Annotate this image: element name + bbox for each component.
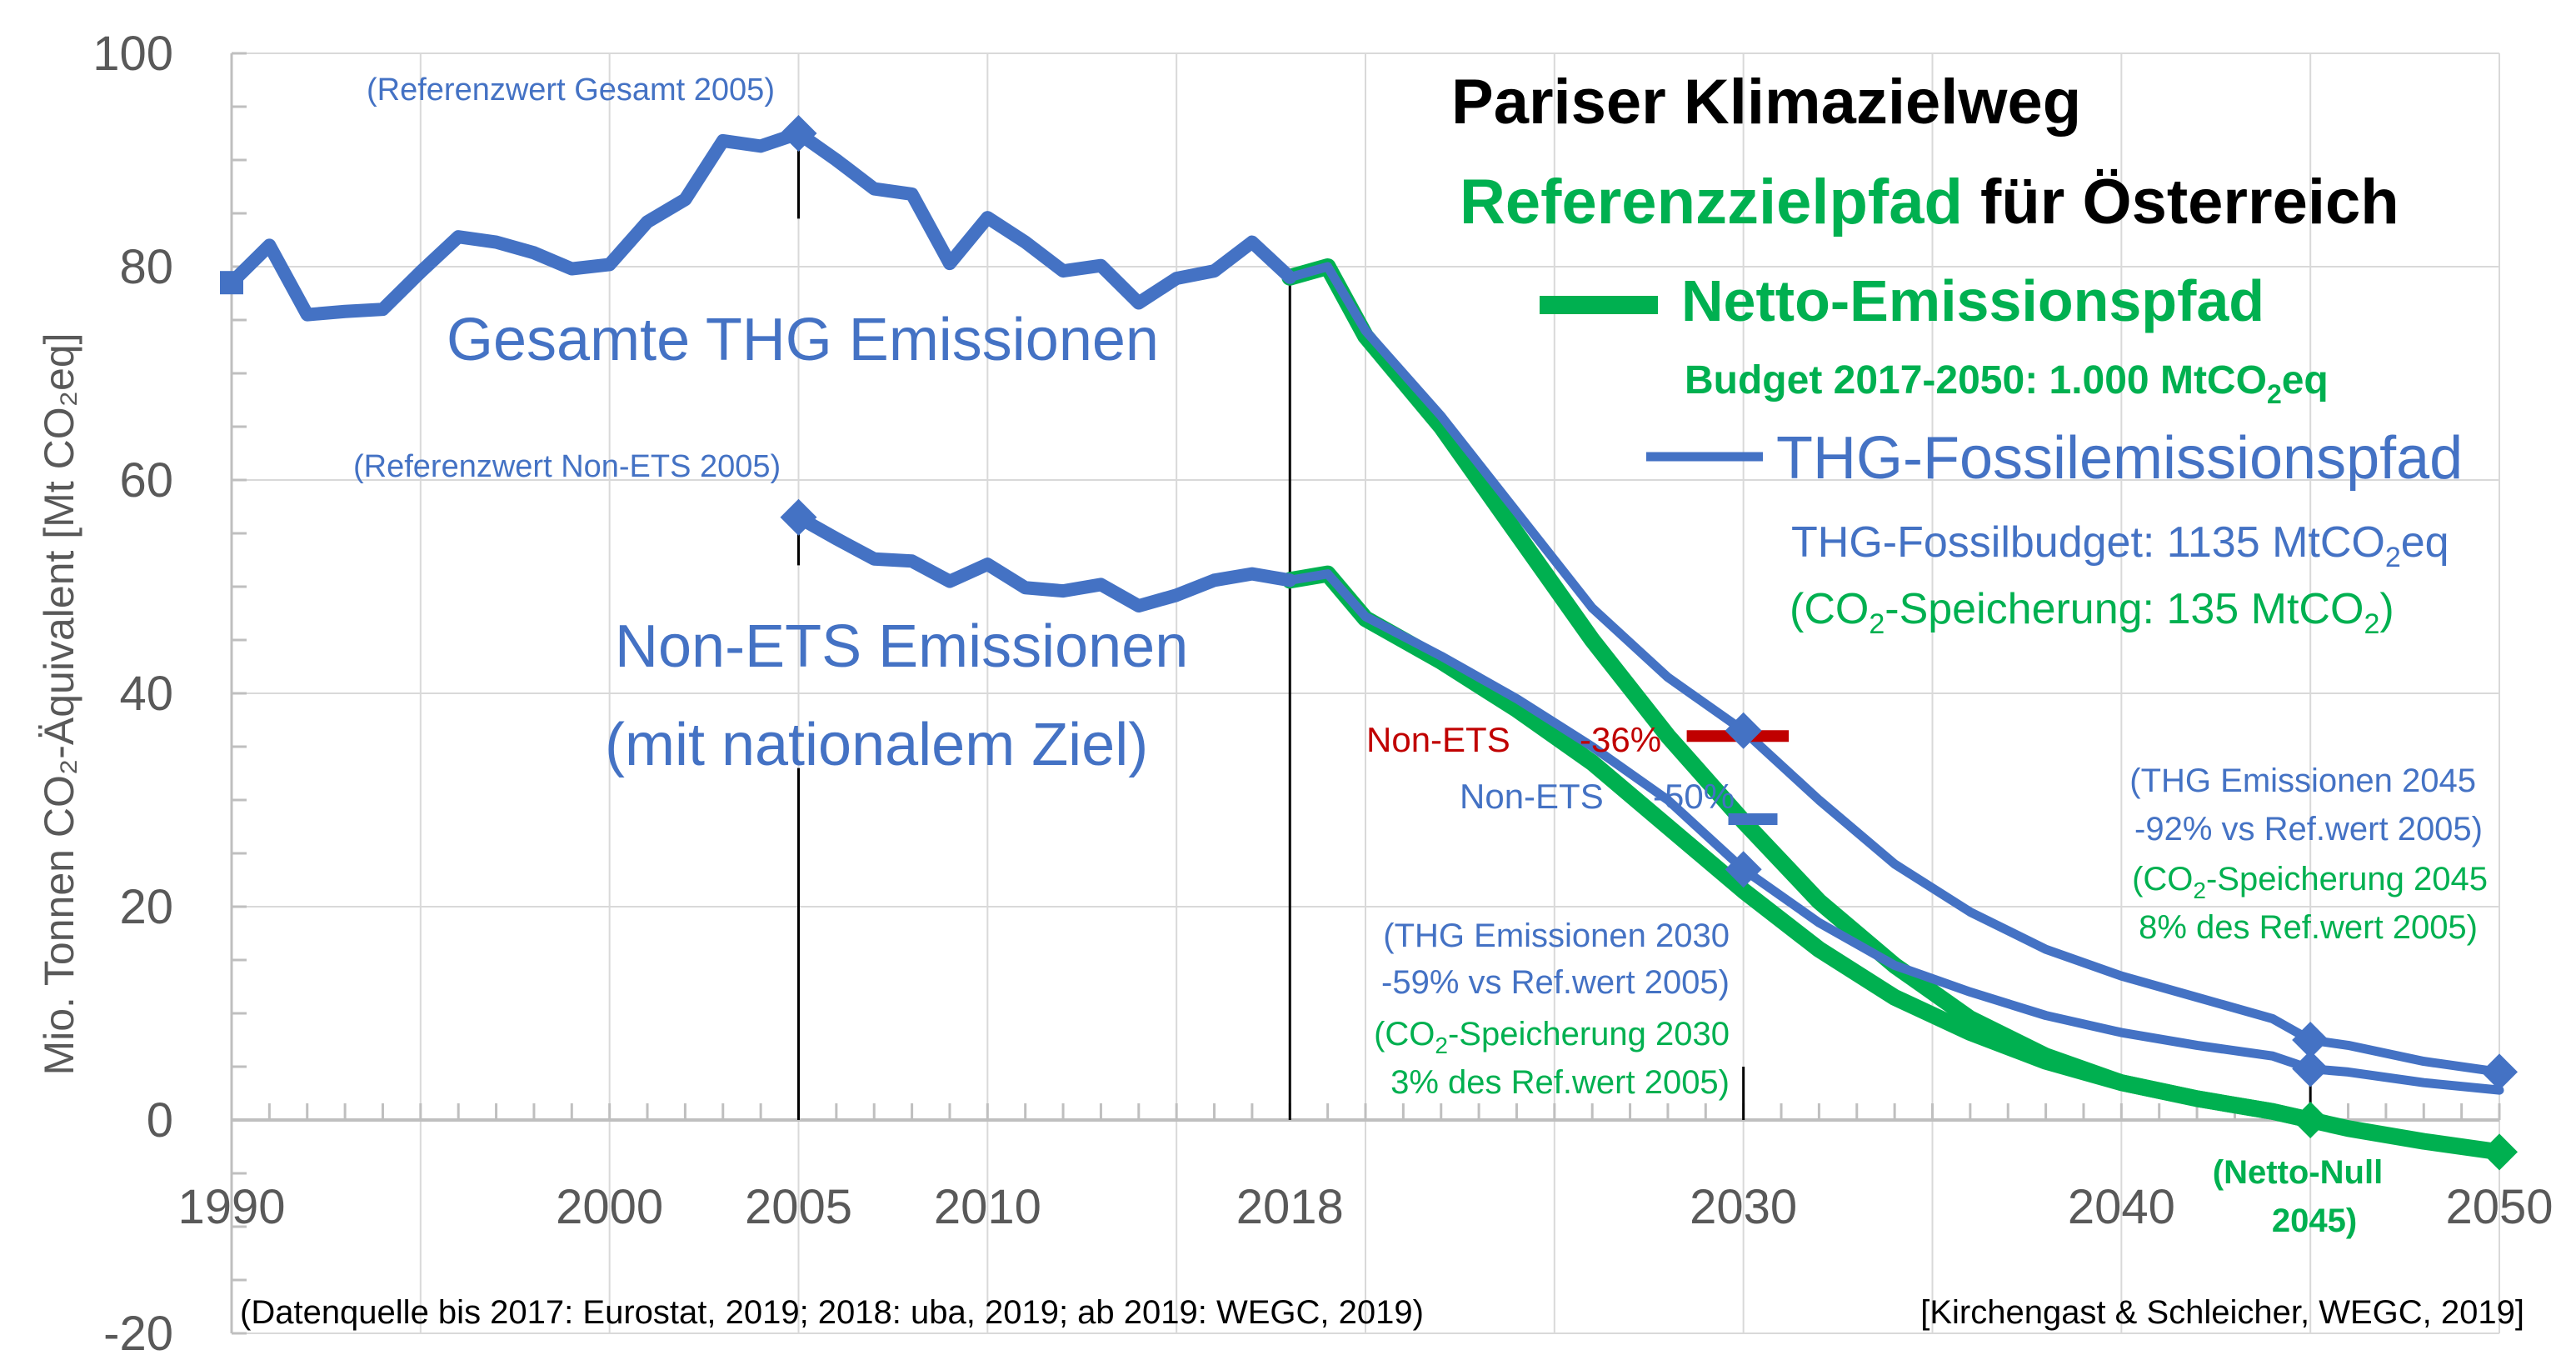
x-tick-label: 2010 bbox=[934, 1180, 1041, 1234]
series-marker bbox=[2481, 1133, 2518, 1171]
budget-text-end: eq bbox=[2282, 358, 2329, 402]
x-tick-label: 2000 bbox=[556, 1180, 663, 1234]
budget-sub: 2 bbox=[2267, 379, 2282, 409]
legend-label-fossil: THG-Fossilemissionspfad bbox=[1776, 425, 2463, 492]
label-ref-gesamt: (Referenzwert Gesamt 2005) bbox=[367, 72, 775, 108]
source-left: (Datenquelle bis 2017: Eurostat, 2019; 2… bbox=[240, 1294, 1424, 1331]
series-marker bbox=[1725, 712, 1762, 749]
grid bbox=[232, 52, 2500, 1334]
subtitle-green: Referenzzielpfad bbox=[1460, 167, 1963, 238]
fossil-budget-label: THG-Fossilbudget: 1135 MtCO2eq bbox=[1791, 518, 2449, 573]
y-tick-label: -20 bbox=[103, 1307, 173, 1361]
chart-subtitle: Referenzzielpfad für Österreich bbox=[1460, 167, 2399, 238]
annotation-2045: (THG Emissionen 2045 -92% vs Ref.wert 20… bbox=[2129, 762, 2488, 946]
subtitle-black: für Österreich bbox=[1963, 167, 2399, 238]
netto-null-line1: (Netto-Null bbox=[2213, 1154, 2383, 1191]
target-red-label: Non-ETS bbox=[1366, 720, 1510, 759]
budget-text: Budget 2017-2050: 1.000 MtCO bbox=[1685, 358, 2267, 402]
y-tick-label: 60 bbox=[119, 453, 173, 508]
ann2045-line3b: -Speicherung 2045 bbox=[2206, 861, 2488, 898]
y-tick-label: 80 bbox=[119, 240, 173, 294]
x-tick-label: 2050 bbox=[2445, 1180, 2553, 1234]
label-nonets-ziel: (mit nationalem Ziel) bbox=[605, 712, 1148, 778]
label-gesamt: Gesamte THG Emissionen bbox=[447, 307, 1159, 373]
ann2030-line3sub: 2 bbox=[1435, 1032, 1448, 1058]
x-tick-label: 1990 bbox=[177, 1180, 285, 1234]
x-tick-label: 2018 bbox=[1236, 1180, 1344, 1234]
series-marker bbox=[2292, 1102, 2329, 1138]
ann2030-line3b: -Speicherung 2030 bbox=[1448, 1016, 1730, 1052]
budget-label: Budget 2017-2050: 1.000 MtCO2eq bbox=[1685, 358, 2329, 409]
series-line bbox=[225, 127, 1297, 322]
target-red-value: -36% bbox=[1580, 720, 1661, 759]
ann2045-line1: (THG Emissionen 2045 bbox=[2129, 762, 2476, 799]
fossil-budget-text: THG-Fossilbudget: 1135 MtCO bbox=[1791, 518, 2385, 567]
storage-text-a: (CO bbox=[1790, 585, 1869, 633]
ann2045-line3: (CO2-Speicherung 2045 bbox=[2132, 861, 2488, 903]
target-blue-value: -50% bbox=[1653, 777, 1735, 816]
ann2045-line3sub: 2 bbox=[2193, 878, 2206, 903]
netto-null-line2: 2045) bbox=[2272, 1202, 2357, 1239]
y-axis-label: Mio. Tonnen CO₂-Äquivalent [Mt CO₂eq] bbox=[36, 332, 82, 1075]
ann2045-line2: -92% vs Ref.wert 2005) bbox=[2134, 811, 2483, 848]
fossil-budget-sub: 2 bbox=[2385, 542, 2401, 573]
series-marker bbox=[2481, 1053, 2518, 1091]
series-markers bbox=[220, 115, 2518, 1171]
y-tick-label: 20 bbox=[119, 880, 173, 934]
series-marker bbox=[2292, 1022, 2329, 1058]
ann2045-line3a: (CO bbox=[2132, 861, 2193, 898]
storage-text-c: ) bbox=[2379, 585, 2394, 633]
y-tick-label: 100 bbox=[92, 27, 173, 81]
storage-sub2: 2 bbox=[2364, 608, 2379, 640]
storage-sub: 2 bbox=[1869, 608, 1885, 640]
label-nonets: Non-ETS Emissionen bbox=[615, 613, 1188, 680]
series-marker bbox=[2292, 1050, 2329, 1088]
ann2030-line1: (THG Emissionen 2030 bbox=[1383, 918, 1730, 954]
source-right: [Kirchengast & Schleicher, WEGC, 2019] bbox=[1920, 1294, 2524, 1331]
storage-text-b: -Speicherung: 135 MtCO bbox=[1885, 585, 2364, 633]
series-marker bbox=[1725, 851, 1762, 888]
legend-label-netto: Netto-Emissionspfad bbox=[1681, 268, 2264, 333]
series-marker bbox=[780, 498, 817, 536]
y-tick-label: 40 bbox=[119, 667, 173, 721]
storage-label: (CO2-Speicherung: 135 MtCO2) bbox=[1790, 585, 2394, 640]
fossil-budget-end: eq bbox=[2401, 518, 2449, 567]
series-marker bbox=[780, 115, 817, 152]
chart-title: Pariser Klimazielweg bbox=[1451, 67, 2081, 138]
target-blue-label: Non-ETS bbox=[1460, 777, 1604, 816]
annotation-2030: (THG Emissionen 2030 -59% vs Ref.wert 20… bbox=[1374, 918, 1730, 1101]
x-tick-label: 2040 bbox=[2068, 1180, 2175, 1234]
series-line bbox=[791, 510, 1297, 613]
ann2030-line3a: (CO bbox=[1374, 1016, 1435, 1052]
ann2030-line4: 3% des Ref.wert 2005) bbox=[1390, 1064, 1730, 1101]
ann2030-line3: (CO2-Speicherung 2030 bbox=[1374, 1016, 1730, 1058]
ann2045-line4: 8% des Ref.wert 2005) bbox=[2139, 909, 2478, 946]
label-ref-nonets: (Referenzwert Non-ETS 2005) bbox=[353, 449, 781, 484]
x-tick-label: 2005 bbox=[745, 1180, 852, 1234]
series-marker bbox=[220, 271, 243, 295]
ann2030-line2: -59% vs Ref.wert 2005) bbox=[1381, 964, 1730, 1001]
x-tick-label: 2030 bbox=[1690, 1180, 1797, 1234]
y-tick-label: 0 bbox=[147, 1093, 173, 1148]
